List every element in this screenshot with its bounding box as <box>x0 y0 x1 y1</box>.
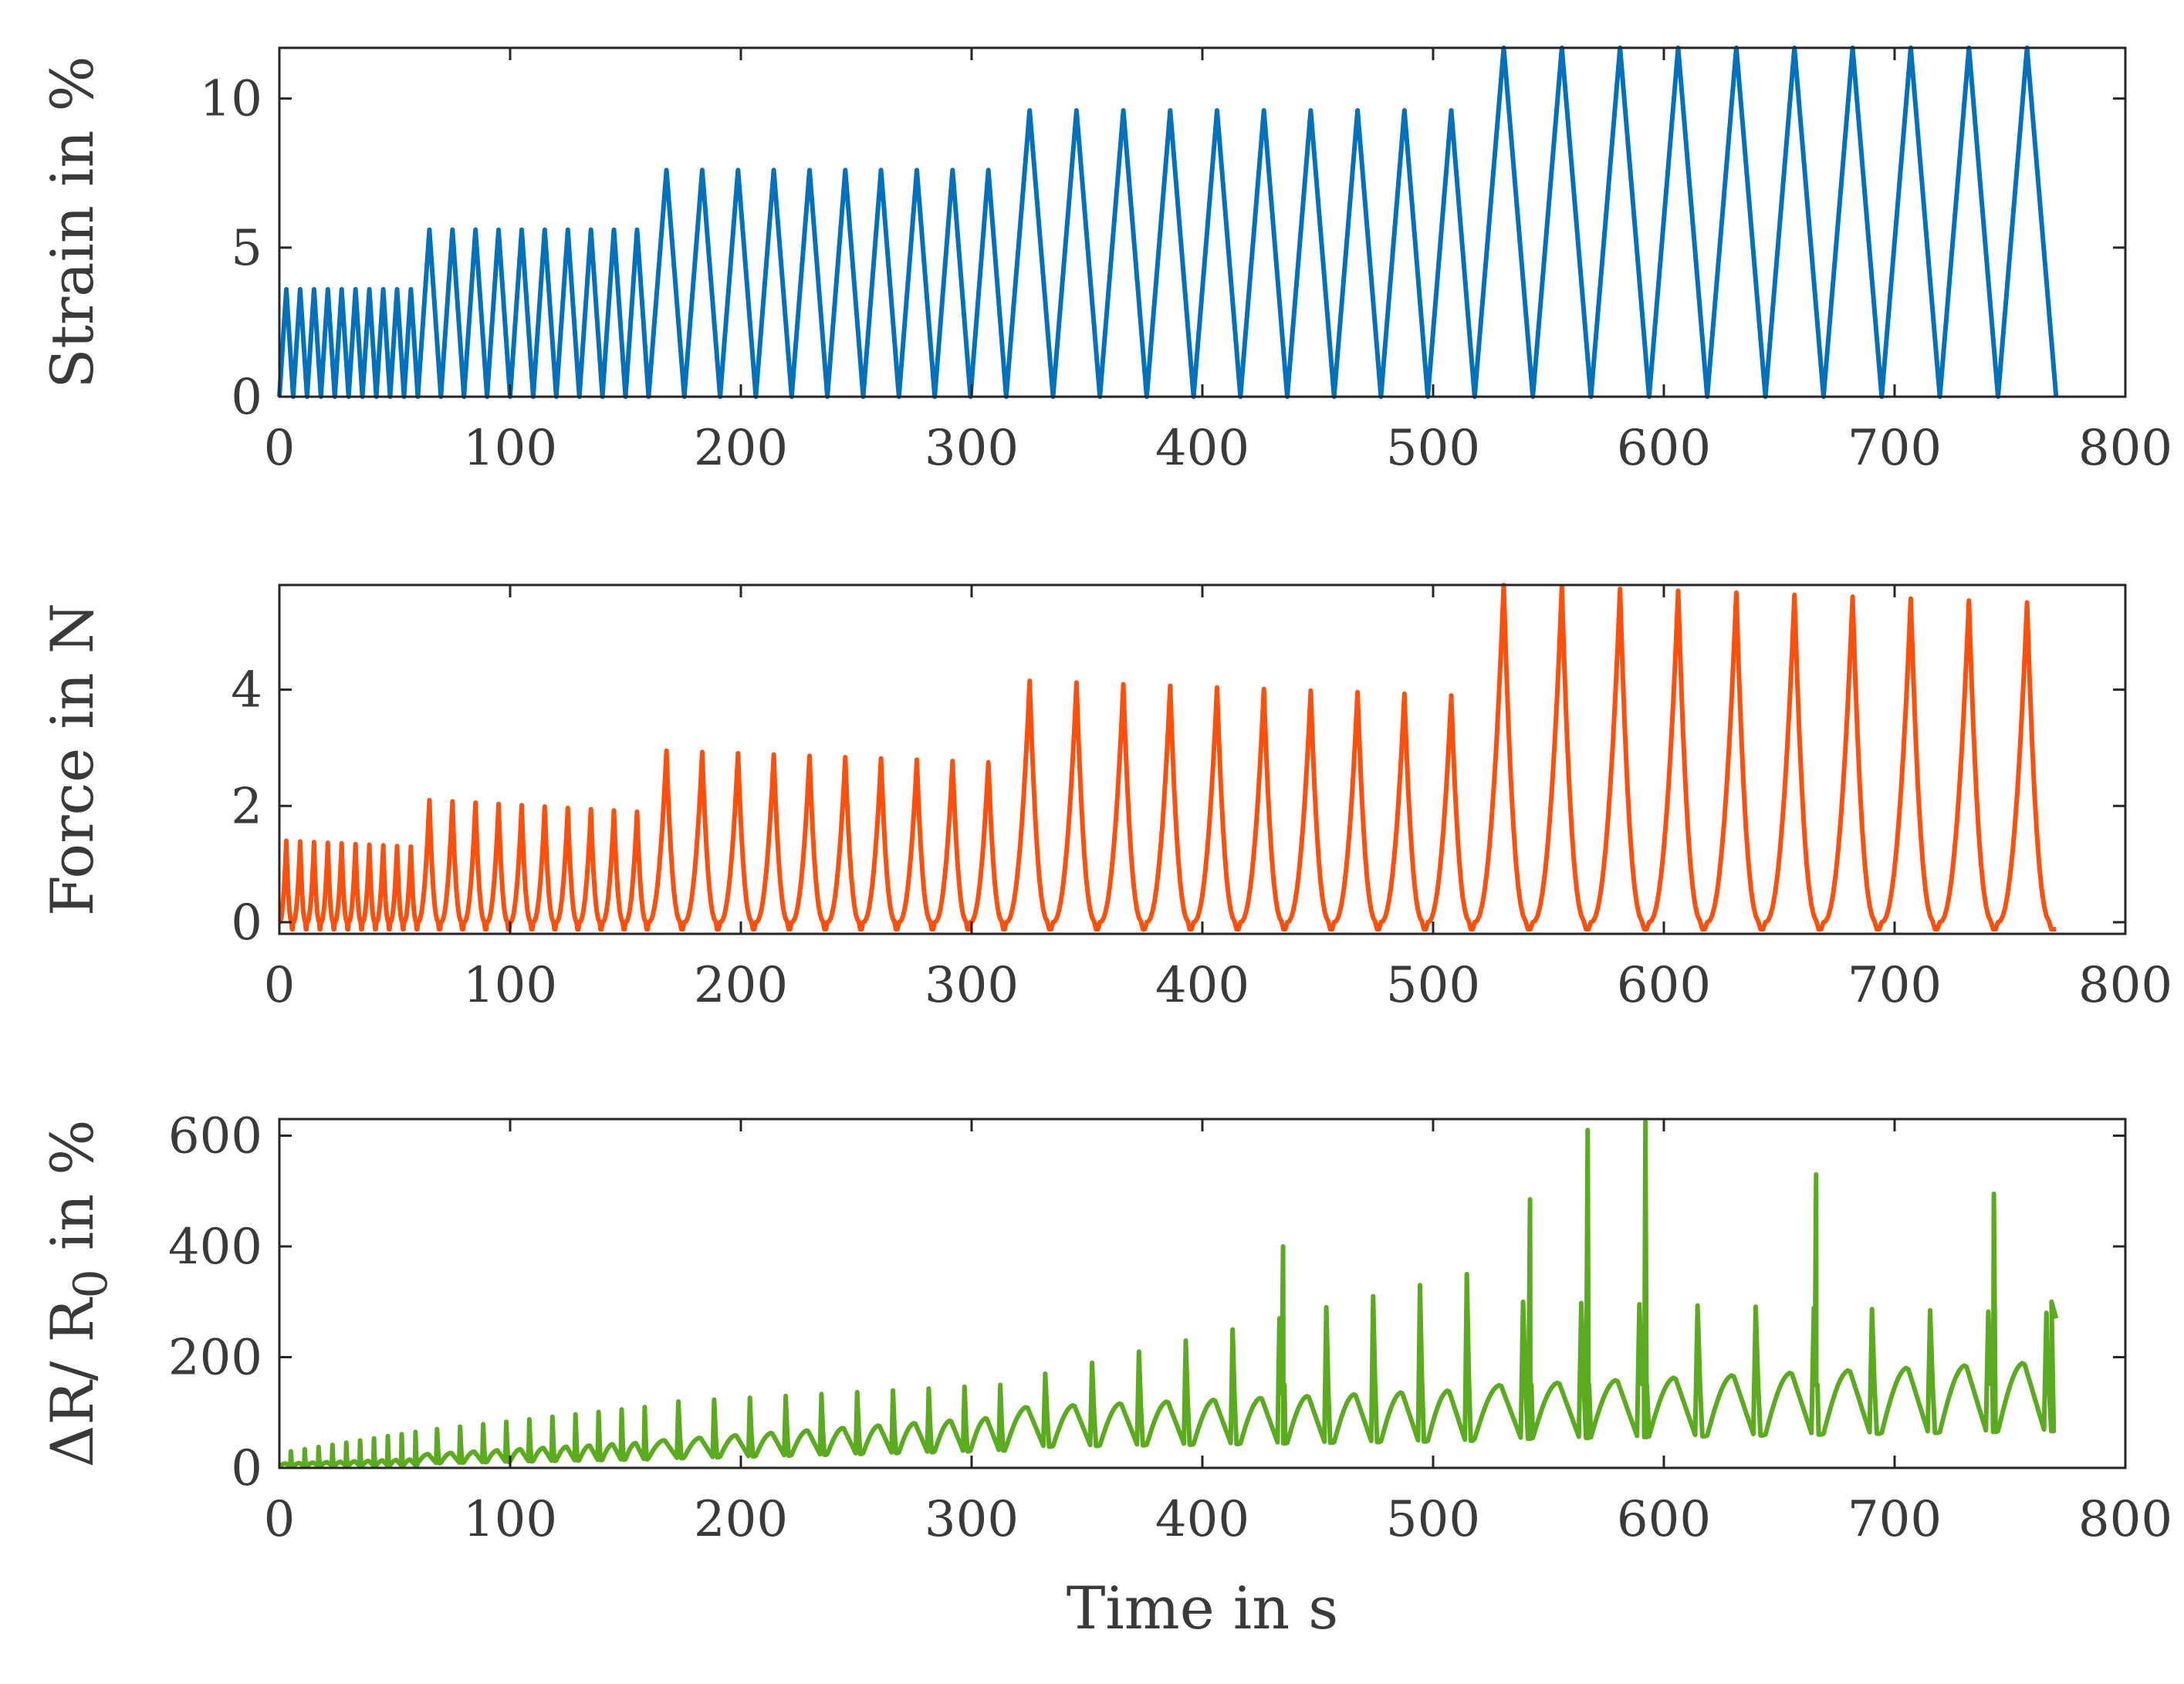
strain-ytick-label: 0 <box>231 369 262 426</box>
resistance-axes-box <box>278 1118 2127 1469</box>
resistance-panel: 0 100 200 300 400 500 600 700 800 0 200 400 600 ΔR/ … <box>38 1108 2172 1642</box>
resistance-line <box>277 1119 2059 1469</box>
strain-xtick-label: 100 <box>463 420 557 477</box>
resistance-y-label-sub: 0 <box>64 1269 118 1298</box>
force-xtick-label: 600 <box>1617 957 1711 1014</box>
resistance-xtick-label: 400 <box>1155 1491 1249 1548</box>
force-xtick-label: 0 <box>264 957 296 1014</box>
force-line <box>277 583 2057 932</box>
strain-ytick-label: 10 <box>200 71 262 128</box>
strain-panel: 0 100 200 300 400 500 600 700 800 0 5 10 Strain in … <box>38 46 2172 477</box>
strain-ticks: 0 100 200 300 400 500 600 700 800 0 5 10 <box>200 48 2172 477</box>
strain-series <box>277 46 2059 399</box>
resistance-xtick-label: 100 <box>463 1491 557 1548</box>
resistance-ytick-label: 600 <box>168 1108 262 1165</box>
resistance-y-label-tail: in % <box>38 1119 106 1269</box>
strain-line <box>277 46 2059 399</box>
resistance-ytick-label: 200 <box>168 1330 262 1387</box>
resistance-xtick-label: 0 <box>264 1491 296 1548</box>
strain-xtick-label: 800 <box>2078 420 2172 477</box>
force-xtick-label: 700 <box>1848 957 1942 1014</box>
force-xtick-label: 500 <box>1386 957 1480 1014</box>
resistance-xtick-label: 300 <box>925 1491 1019 1548</box>
resistance-xtick-label: 600 <box>1617 1491 1711 1548</box>
force-ytick-label: 2 <box>231 778 262 835</box>
resistance-y-label-main: ΔR/ R <box>38 1297 106 1468</box>
resistance-y-axis-label: ΔR/ R0 in % <box>38 1119 118 1467</box>
force-xtick-label: 400 <box>1155 957 1249 1014</box>
resistance-xtick-label: 200 <box>694 1491 788 1548</box>
force-series <box>277 583 2057 932</box>
force-xtick-label: 800 <box>2078 957 2172 1014</box>
strain-y-axis-label: Strain in % <box>38 56 106 388</box>
resistance-xtick-label: 700 <box>1848 1491 1942 1548</box>
x-axis-label: Time in s <box>1067 1574 1339 1642</box>
strain-xtick-label: 700 <box>1848 420 1942 477</box>
resistance-series <box>277 1119 2059 1469</box>
strain-xtick-label: 200 <box>694 420 788 477</box>
strain-xtick-label: 0 <box>264 420 296 477</box>
force-ytick-label: 4 <box>231 662 262 719</box>
resistance-ticks: 0 100 200 300 400 500 600 700 800 0 200 400 600 <box>168 1108 2172 1548</box>
strain-xtick-label: 500 <box>1386 420 1480 477</box>
force-ytick-label: 0 <box>231 894 262 952</box>
strain-xtick-label: 400 <box>1155 420 1249 477</box>
force-xtick-label: 200 <box>694 957 788 1014</box>
force-y-axis-label: Force in N <box>38 603 106 916</box>
force-ticks: 0 100 200 300 400 500 600 700 800 0 2 4 <box>231 585 2172 1014</box>
force-xtick-label: 100 <box>463 957 557 1014</box>
force-panel: 0 100 200 300 400 500 600 700 800 0 2 4 Force in N <box>38 583 2172 1014</box>
force-axes-box <box>278 583 2127 935</box>
strain-ytick-label: 5 <box>231 220 262 277</box>
resistance-xtick-label: 800 <box>2078 1491 2172 1548</box>
strain-axes-box <box>278 46 2127 398</box>
strain-xtick-label: 300 <box>925 420 1019 477</box>
resistance-ytick-label: 0 <box>231 1440 262 1497</box>
resistance-ytick-label: 400 <box>168 1219 262 1276</box>
resistance-xtick-label: 500 <box>1386 1491 1480 1548</box>
strain-xtick-label: 600 <box>1617 420 1711 477</box>
force-xtick-label: 300 <box>925 957 1019 1014</box>
